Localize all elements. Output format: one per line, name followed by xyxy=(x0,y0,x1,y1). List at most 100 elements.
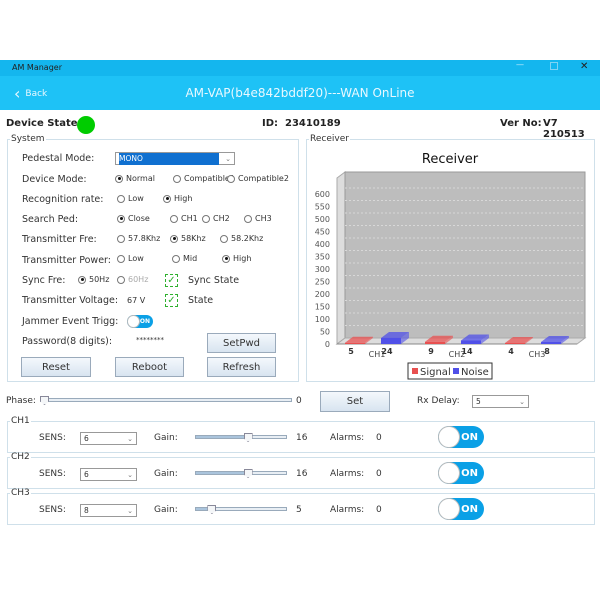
bar-side xyxy=(561,336,569,344)
back-button[interactable]: ‹ Back xyxy=(14,84,47,103)
channel-toggle-label: ON xyxy=(461,431,478,443)
y-tick-label: 550 xyxy=(315,203,330,212)
sens-value: 8 xyxy=(84,506,89,515)
radio-label: Low xyxy=(128,254,144,263)
sens-select[interactable]: 6 ⌄ xyxy=(80,468,137,481)
y-tick-label: 300 xyxy=(315,265,330,274)
radio-label: 58.2Khz xyxy=(231,234,264,243)
reset-button[interactable]: Reset xyxy=(21,357,91,377)
channel-toggle[interactable]: ON xyxy=(438,462,484,484)
bar-signal xyxy=(425,341,445,344)
channel-group-ch3: CH3 xyxy=(7,488,595,525)
back-label: Back xyxy=(25,88,48,99)
sens-select[interactable]: 6 ⌄ xyxy=(80,432,137,445)
toggle-knob xyxy=(127,315,140,328)
transmitter-voltage-value: 67 V xyxy=(127,296,146,305)
radio-transmitter-power-0[interactable]: Low xyxy=(117,254,144,263)
bar-side xyxy=(365,336,373,344)
y-tick-label: 200 xyxy=(315,290,330,299)
y-tick-label: 0 xyxy=(325,340,330,349)
radio-search-ped-3[interactable]: CH3 xyxy=(244,214,272,223)
radio-icon xyxy=(117,275,125,284)
gain-slider[interactable] xyxy=(195,507,287,511)
radio-transmitter-fre-1[interactable]: 58Khz xyxy=(170,234,206,243)
bar-signal xyxy=(505,343,525,344)
bar-noise xyxy=(461,340,481,344)
radio-search-ped-0[interactable]: Close xyxy=(117,214,150,223)
radio-label: CH2 xyxy=(213,214,230,223)
radio-recognition-rate-1[interactable]: High xyxy=(163,194,192,203)
rx-delay-select[interactable]: 5 ⌄ xyxy=(472,395,529,408)
radio-icon xyxy=(117,194,125,203)
alarms-label: Alarms: xyxy=(330,433,365,443)
bar-noise xyxy=(541,342,561,344)
setpwd-button[interactable]: SetPwd xyxy=(207,333,276,353)
pedestal-mode-label: Pedestal Mode: xyxy=(22,153,95,164)
sync-state-checkbox[interactable]: ✓ xyxy=(165,274,178,287)
ver-label: Ver No: xyxy=(500,118,542,129)
radio-label: 60Hz xyxy=(128,275,149,284)
radio-transmitter-fre-2[interactable]: 58.2Khz xyxy=(220,234,263,243)
radio-transmitter-power-2[interactable]: High xyxy=(222,254,251,263)
state-label: State xyxy=(188,295,214,306)
channel-toggle[interactable]: ON xyxy=(438,426,484,448)
sens-select[interactable]: 8 ⌄ xyxy=(80,504,137,517)
channel-toggle[interactable]: ON xyxy=(438,498,484,520)
pedestal-mode-select[interactable]: MONO ⌄ xyxy=(115,152,235,165)
radio-device-mode-2[interactable]: Compatible2 xyxy=(227,174,289,183)
alarms-label: Alarms: xyxy=(330,505,365,515)
gain-value: 5 xyxy=(296,505,302,515)
radio-transmitter-fre-0[interactable]: 57.8Khz xyxy=(117,234,160,243)
radio-device-mode-1[interactable]: Compatible1 xyxy=(173,174,235,183)
gain-label: Gain: xyxy=(154,469,178,479)
gain-slider-thumb[interactable] xyxy=(207,505,217,514)
y-tick-label: 350 xyxy=(315,253,330,262)
radio-transmitter-power-1[interactable]: Mid xyxy=(172,254,197,263)
chevron-left-icon: ‹ xyxy=(14,84,21,103)
gain-label: Gain: xyxy=(154,505,178,515)
gain-slider[interactable] xyxy=(195,471,287,475)
chart-legend xyxy=(407,362,493,380)
radio-icon xyxy=(117,234,125,243)
set-button[interactable]: Set xyxy=(320,391,390,412)
channel-legend: CH1 xyxy=(11,416,30,426)
reboot-button[interactable]: Reboot xyxy=(115,357,184,377)
radio-label: Compatible2 xyxy=(238,174,289,183)
phase-slider[interactable] xyxy=(40,398,292,402)
radio-search-ped-1[interactable]: CH1 xyxy=(170,214,198,223)
phase-slider-thumb[interactable] xyxy=(40,396,49,405)
channel-legend: CH2 xyxy=(11,452,30,462)
radio-icon xyxy=(115,174,123,183)
gain-slider[interactable] xyxy=(195,435,287,439)
minimize-icon[interactable]: — xyxy=(516,60,524,69)
bar-side xyxy=(445,335,453,344)
radio-device-mode-0[interactable]: Normal xyxy=(115,174,155,183)
radio-search-ped-2[interactable]: CH2 xyxy=(202,214,230,223)
chart-title: Receiver xyxy=(422,152,479,167)
alarms-value: 0 xyxy=(376,505,382,515)
maximize-icon[interactable] xyxy=(550,62,558,70)
radio-sync-fre-0[interactable]: 50Hz xyxy=(78,275,109,284)
sens-label: SENS: xyxy=(39,469,66,479)
transmitter-fre-label: Transmitter Fre: xyxy=(22,234,97,245)
bar-side xyxy=(525,337,533,344)
refresh-button[interactable]: Refresh xyxy=(207,357,276,377)
gain-slider-thumb[interactable] xyxy=(243,469,253,478)
radio-sync-fre-1[interactable]: 60Hz xyxy=(117,275,148,284)
state-checkbox[interactable]: ✓ xyxy=(165,294,178,307)
password-field[interactable]: ******** xyxy=(136,336,164,344)
legend-label: Signal xyxy=(420,367,451,378)
jammer-toggle[interactable]: ON xyxy=(127,315,153,328)
radio-recognition-rate-0[interactable]: Low xyxy=(117,194,144,203)
transmitter-voltage-label: Transmitter Voltage: xyxy=(22,295,119,306)
gain-slider-thumb[interactable] xyxy=(243,433,253,442)
device-mode-label: Device Mode: xyxy=(22,174,87,185)
radio-label: 50Hz xyxy=(89,275,110,284)
close-icon[interactable]: ✕ xyxy=(580,61,589,72)
alarms-label: Alarms: xyxy=(330,469,365,479)
window-title: AM Manager xyxy=(12,63,62,72)
data-label: 24 xyxy=(381,347,393,356)
radio-label: High xyxy=(174,194,193,203)
y-tick-label: 500 xyxy=(315,215,330,224)
chevron-down-icon: ⌄ xyxy=(127,507,133,515)
